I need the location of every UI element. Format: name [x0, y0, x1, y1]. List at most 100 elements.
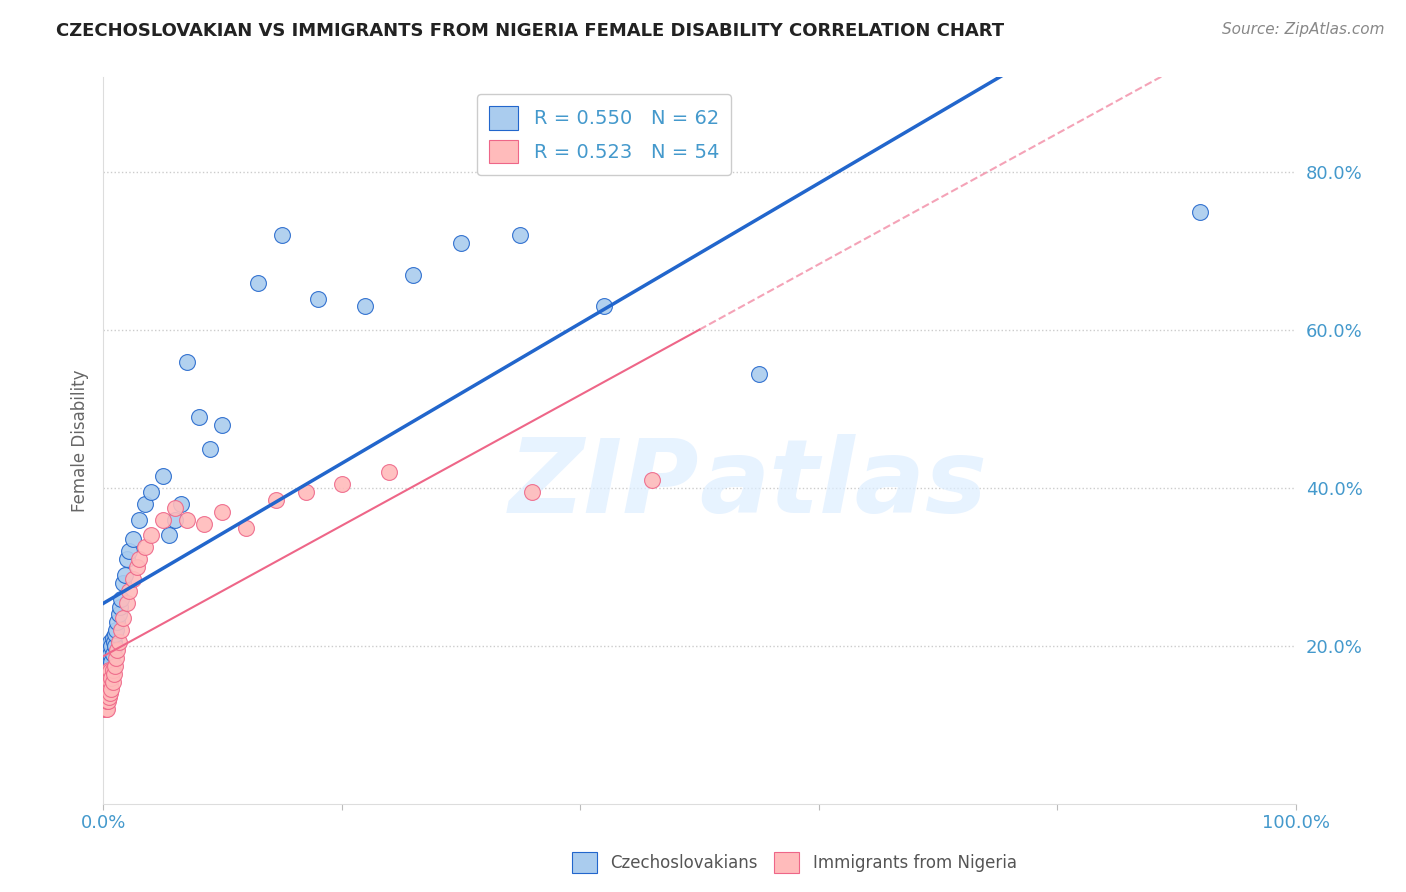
Point — [176, 513, 198, 527]
Point — [110, 591, 132, 606]
Point — [97, 666, 120, 681]
Point — [264, 492, 287, 507]
Point — [134, 497, 156, 511]
Point — [1189, 204, 1212, 219]
Point — [94, 694, 117, 708]
Point — [271, 228, 294, 243]
Point — [115, 596, 138, 610]
Point — [104, 658, 127, 673]
Point — [96, 674, 118, 689]
Point — [235, 520, 257, 534]
Point — [98, 655, 121, 669]
Point — [114, 568, 136, 582]
Point — [103, 635, 125, 649]
Point — [93, 674, 115, 689]
Point — [103, 666, 125, 681]
Point — [96, 647, 118, 661]
Point — [96, 702, 118, 716]
Point — [110, 624, 132, 638]
Point — [152, 469, 174, 483]
Point — [98, 663, 121, 677]
Point — [748, 367, 770, 381]
Text: CZECHOSLOVAKIAN VS IMMIGRANTS FROM NIGERIA FEMALE DISABILITY CORRELATION CHART: CZECHOSLOVAKIAN VS IMMIGRANTS FROM NIGER… — [56, 22, 1004, 40]
Point — [97, 651, 120, 665]
Point — [118, 583, 141, 598]
Point — [125, 560, 148, 574]
Point — [93, 666, 115, 681]
Point — [96, 639, 118, 653]
Point — [128, 513, 150, 527]
Point — [640, 473, 662, 487]
Point — [247, 276, 270, 290]
Point — [139, 485, 162, 500]
Point — [98, 674, 121, 689]
Point — [96, 694, 118, 708]
Point — [93, 686, 115, 700]
Point — [93, 702, 115, 716]
Legend: R = 0.550   N = 62, R = 0.523   N = 54: R = 0.550 N = 62, R = 0.523 N = 54 — [477, 95, 731, 175]
Point — [98, 639, 121, 653]
Legend: Czechoslovakians, Immigrants from Nigeria: Czechoslovakians, Immigrants from Nigeri… — [565, 846, 1024, 880]
Point — [108, 599, 131, 614]
Point — [98, 647, 121, 661]
Point — [134, 541, 156, 555]
Point — [98, 686, 121, 700]
Text: Source: ZipAtlas.com: Source: ZipAtlas.com — [1222, 22, 1385, 37]
Point — [187, 410, 209, 425]
Point — [94, 686, 117, 700]
Point — [402, 268, 425, 282]
Point — [98, 666, 121, 681]
Point — [94, 643, 117, 657]
Point — [98, 635, 121, 649]
Point — [163, 513, 186, 527]
Point — [100, 639, 122, 653]
Point — [112, 611, 135, 625]
Point — [97, 658, 120, 673]
Point — [128, 552, 150, 566]
Point — [509, 228, 531, 243]
Point — [176, 355, 198, 369]
Point — [97, 694, 120, 708]
Point — [193, 516, 215, 531]
Point — [118, 544, 141, 558]
Point — [354, 300, 377, 314]
Point — [97, 674, 120, 689]
Point — [97, 643, 120, 657]
Point — [98, 690, 121, 705]
Point — [104, 627, 127, 641]
Point — [152, 513, 174, 527]
Point — [97, 666, 120, 681]
Point — [122, 533, 145, 547]
Point — [211, 505, 233, 519]
Point — [378, 465, 401, 479]
Point — [101, 647, 124, 661]
Point — [96, 666, 118, 681]
Point — [94, 666, 117, 681]
Point — [100, 671, 122, 685]
Point — [295, 485, 318, 500]
Point — [98, 682, 121, 697]
Point — [107, 635, 129, 649]
Point — [98, 658, 121, 673]
Point — [98, 672, 121, 686]
Point — [139, 528, 162, 542]
Point — [169, 497, 191, 511]
Point — [122, 572, 145, 586]
Point — [101, 663, 124, 677]
Point — [100, 655, 122, 669]
Point — [307, 292, 329, 306]
Point — [96, 658, 118, 673]
Point — [593, 300, 616, 314]
Point — [94, 658, 117, 673]
Point — [101, 631, 124, 645]
Point — [105, 624, 128, 638]
Point — [107, 607, 129, 622]
Point — [100, 682, 122, 697]
Text: atlas: atlas — [699, 434, 987, 535]
Point — [522, 485, 544, 500]
Point — [112, 575, 135, 590]
Point — [94, 651, 117, 665]
Point — [97, 686, 120, 700]
Point — [98, 647, 121, 661]
Point — [96, 686, 118, 700]
